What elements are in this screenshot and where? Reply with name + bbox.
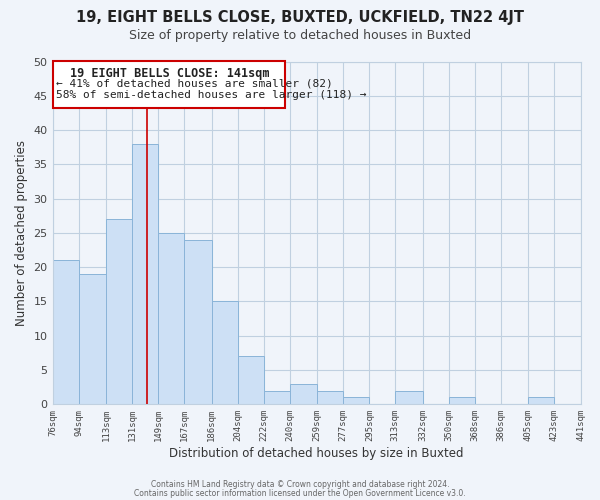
Text: ← 41% of detached houses are smaller (82): ← 41% of detached houses are smaller (82… bbox=[56, 78, 333, 88]
Bar bbox=[238, 356, 264, 405]
Bar bbox=[184, 240, 212, 404]
Text: Contains HM Land Registry data © Crown copyright and database right 2024.: Contains HM Land Registry data © Crown c… bbox=[151, 480, 449, 489]
Bar bbox=[132, 144, 158, 405]
Bar bbox=[158, 233, 184, 404]
Text: 58% of semi-detached houses are larger (118) →: 58% of semi-detached houses are larger (… bbox=[56, 90, 367, 101]
Bar bbox=[343, 398, 370, 404]
Bar bbox=[264, 390, 290, 404]
Text: Contains public sector information licensed under the Open Government Licence v3: Contains public sector information licen… bbox=[134, 488, 466, 498]
Bar bbox=[79, 274, 106, 404]
Text: 19, EIGHT BELLS CLOSE, BUXTED, UCKFIELD, TN22 4JT: 19, EIGHT BELLS CLOSE, BUXTED, UCKFIELD,… bbox=[76, 10, 524, 25]
Text: 19 EIGHT BELLS CLOSE: 141sqm: 19 EIGHT BELLS CLOSE: 141sqm bbox=[70, 67, 269, 80]
Bar bbox=[317, 390, 343, 404]
Bar bbox=[212, 302, 238, 405]
Bar bbox=[449, 398, 475, 404]
X-axis label: Distribution of detached houses by size in Buxted: Distribution of detached houses by size … bbox=[169, 447, 464, 460]
Bar bbox=[290, 384, 317, 404]
Bar bbox=[529, 398, 554, 404]
Text: Size of property relative to detached houses in Buxted: Size of property relative to detached ho… bbox=[129, 29, 471, 42]
Bar bbox=[395, 390, 423, 404]
Bar bbox=[106, 219, 132, 404]
Y-axis label: Number of detached properties: Number of detached properties bbox=[15, 140, 28, 326]
Bar bbox=[53, 260, 79, 404]
Bar bbox=[53, 62, 286, 108]
